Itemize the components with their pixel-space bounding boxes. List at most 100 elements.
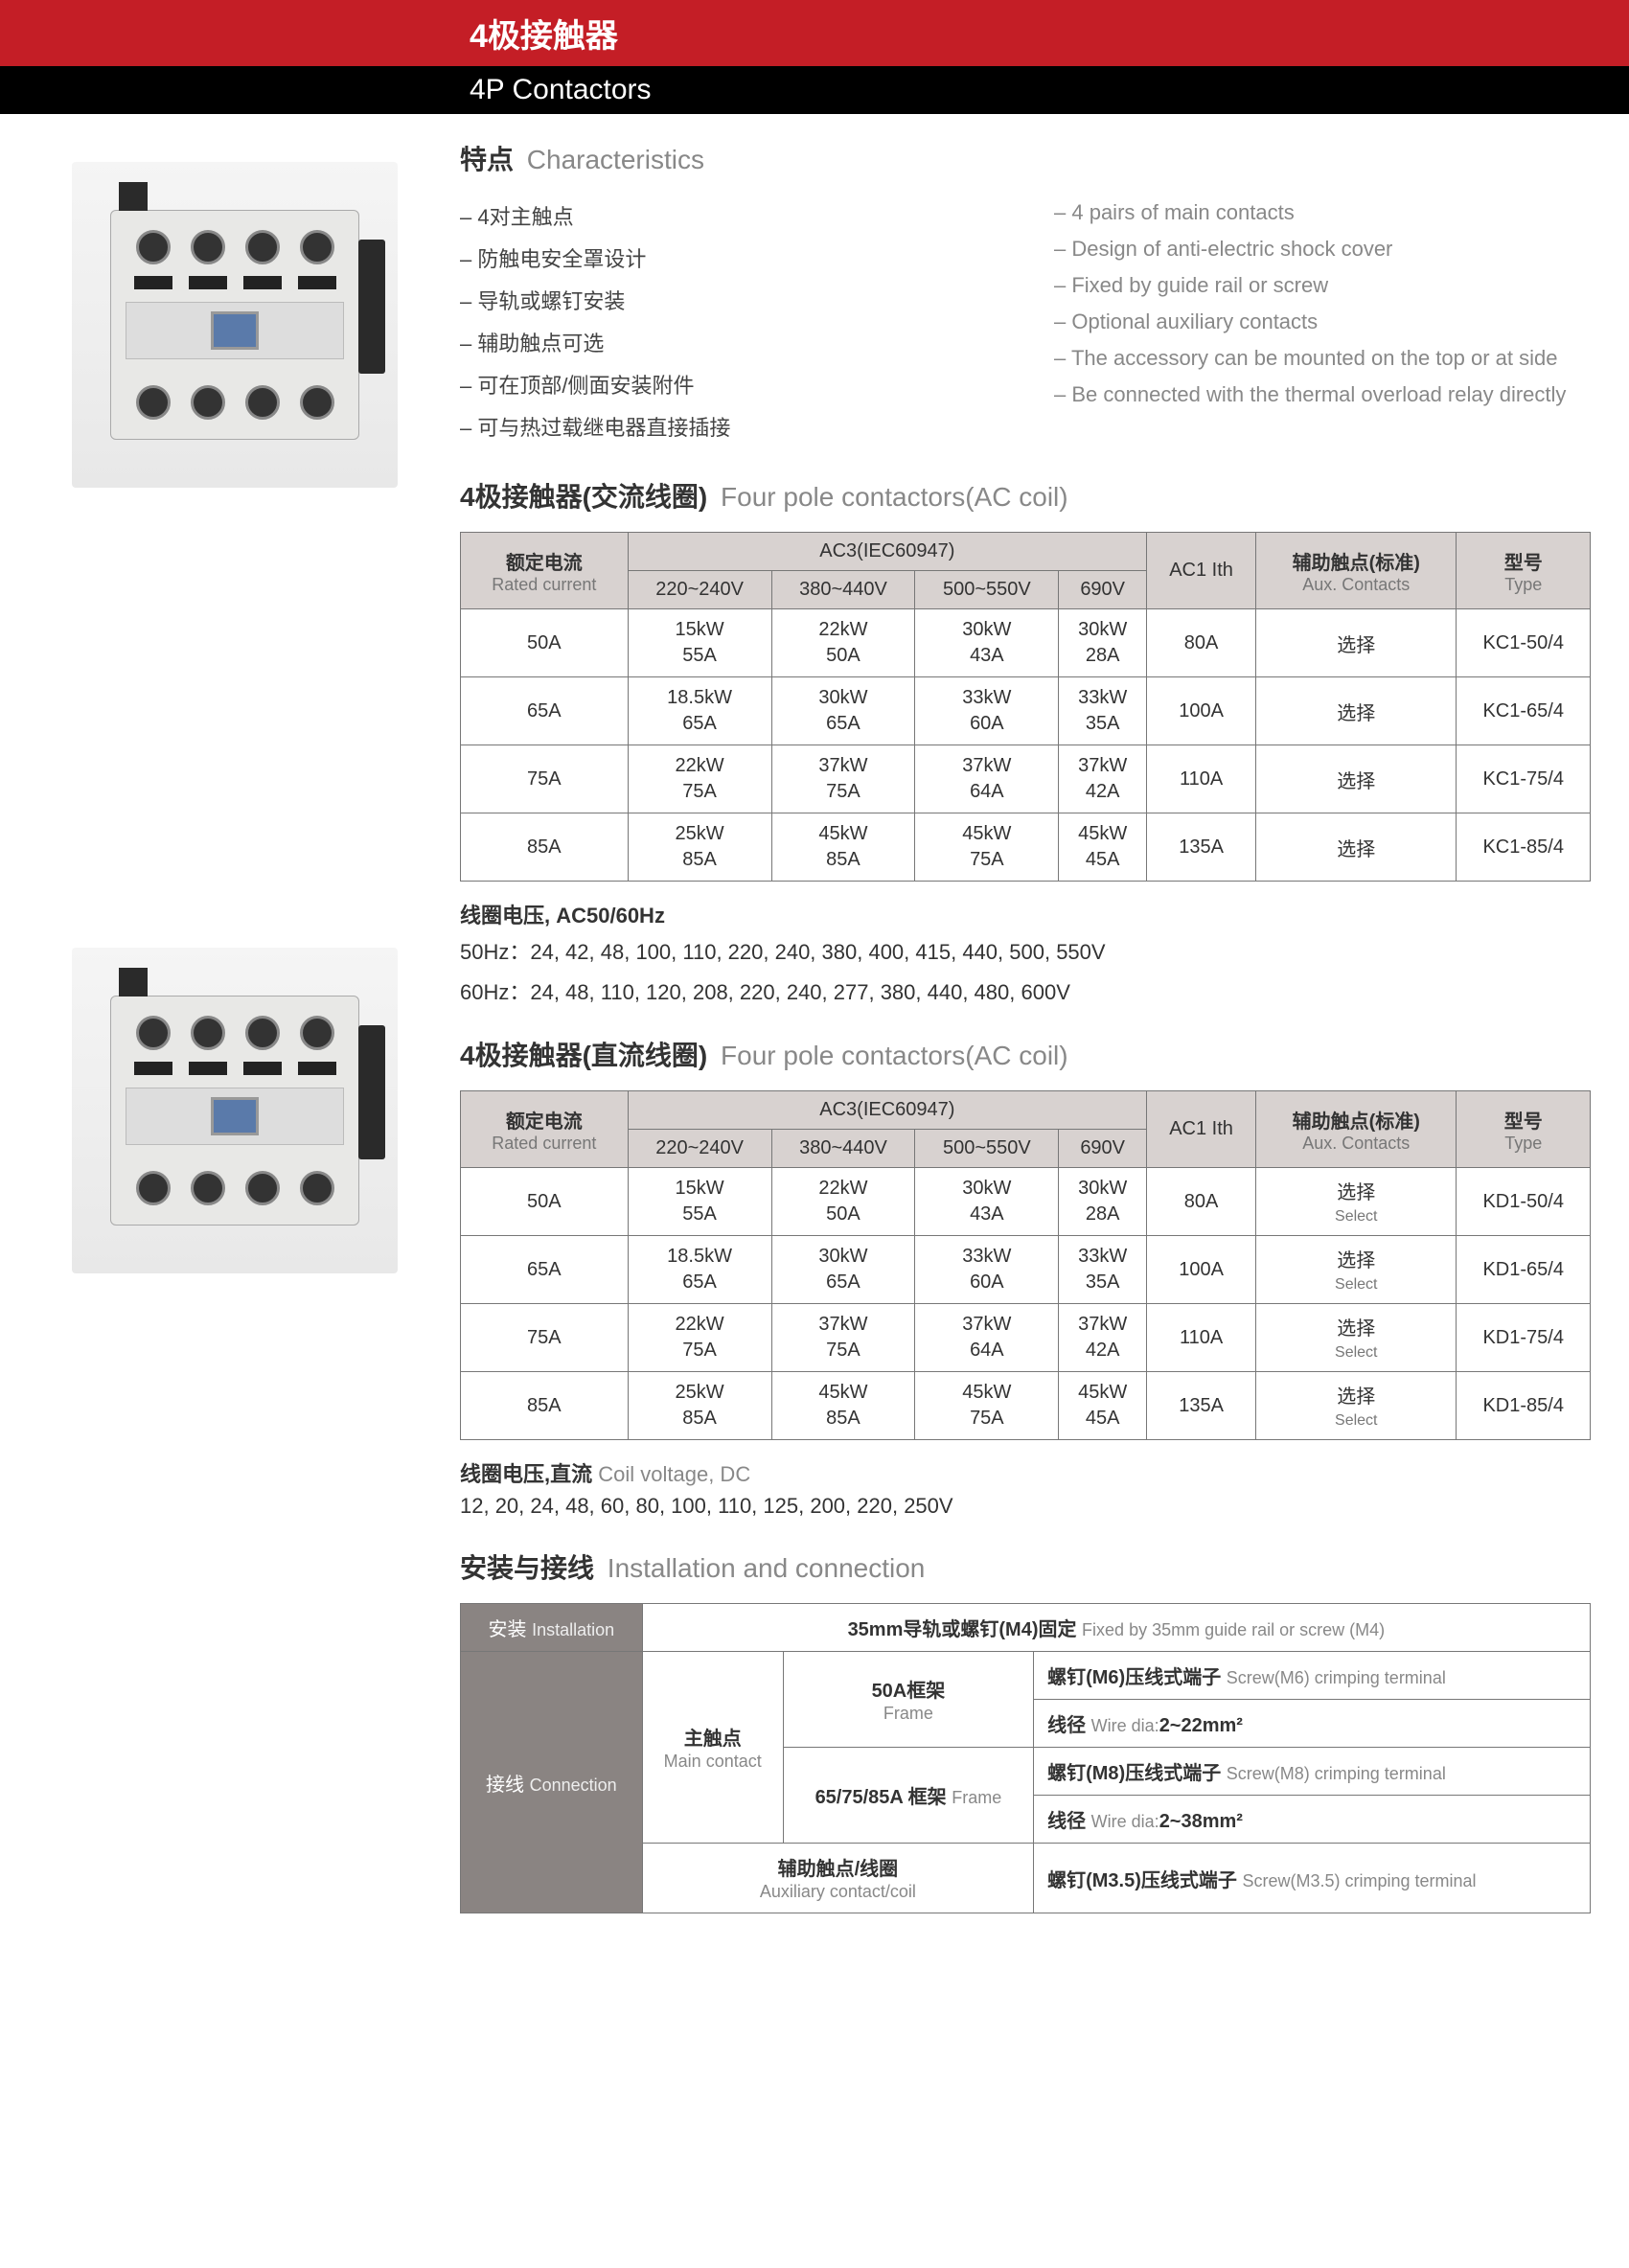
cell-ac1: 110A [1147,745,1256,813]
ac-spec-table: 额定电流Rated current AC3(IEC60947) AC1 Ith … [460,532,1591,882]
th-install: 安装 Installation [461,1604,643,1652]
cell-v3: 33kW60A [915,677,1059,745]
cell-v4: 30kW28A [1059,1168,1147,1236]
ac-title-en: Four pole contactors(AC coil) [721,482,1068,512]
cell-type: KC1-65/4 [1457,677,1591,745]
cell-v3: 45kW75A [915,1372,1059,1440]
right-column: 特点 Characteristics 4对主触点防触电安全罩设计导轨或螺钉安装辅… [431,133,1591,1913]
char-item: Design of anti-electric shock cover [1054,231,1591,267]
row-wire-22: 线径 Wire dia:2~22mm² [1034,1700,1591,1748]
cell-ac1: 100A [1147,677,1256,745]
cell-ac1: 110A [1147,1304,1256,1372]
char-item: Optional auxiliary contacts [1054,304,1591,340]
cell-type: KC1-50/4 [1457,609,1591,677]
install-val: 35mm导轨或螺钉(M4)固定 Fixed by 35mm guide rail… [642,1604,1590,1652]
cell-v4: 37kW42A [1059,1304,1147,1372]
cell-rated: 85A [461,1372,629,1440]
cell-v1: 15kW55A [628,1168,771,1236]
cell-v2: 45kW85A [771,1372,915,1440]
cell-v3: 45kW75A [915,813,1059,882]
cell-v3: 30kW43A [915,1168,1059,1236]
cell-ac1: 100A [1147,1236,1256,1304]
frame-50: 50A框架Frame [783,1652,1033,1748]
cell-v1: 18.5kW65A [628,677,771,745]
title-cn: 4极接触器 [470,18,618,55]
main-contact: 主触点Main contact [642,1652,783,1844]
install-table: 安装 Installation 35mm导轨或螺钉(M4)固定 Fixed by… [460,1603,1591,1913]
char-title-cn: 特点 [460,145,514,174]
cell-ac1: 135A [1147,813,1256,882]
cell-type: KD1-65/4 [1457,1236,1591,1304]
th-type: 型号Type [1457,533,1591,609]
th-ac1: AC1 Ith [1147,533,1256,609]
dc-title-cn: 4极接触器(直流线圈) [460,1041,707,1070]
cell-v3: 30kW43A [915,609,1059,677]
cell-ac1: 80A [1147,1168,1256,1236]
cell-v4: 37kW42A [1059,745,1147,813]
dc-spec-table: 额定电流Rated current AC3(IEC60947) AC1 Ith … [460,1090,1591,1440]
contactor-icon [110,210,359,440]
th-v1: 220~240V [628,1130,771,1168]
cell-v4: 45kW45A [1059,813,1147,882]
ac-coil-label: 线圈电压, AC50/60Hz [460,899,1591,929]
cell-type: KD1-75/4 [1457,1304,1591,1372]
cell-v1: 18.5kW65A [628,1236,771,1304]
ac-coil-50: 50Hz：24, 42, 48, 100, 110, 220, 240, 380… [460,935,1591,966]
cell-aux: 选择 [1256,677,1457,745]
char-list-en: 4 pairs of main contactsDesign of anti-e… [1054,195,1591,447]
char-item: 可与热过载继电器直接插接 [460,405,997,447]
product-image-1 [72,162,398,488]
table-row: 75A22kW75A37kW75A37kW64A37kW42A110A选择KC1… [461,745,1591,813]
row-m6: 螺钉(M6)压线式端子 Screw(M6) crimping terminal [1034,1652,1591,1700]
dc-table-title: 4极接触器(直流线圈) Four pole contactors(AC coil… [460,1035,1591,1073]
cell-rated: 50A [461,1168,629,1236]
cell-type: KD1-85/4 [1457,1372,1591,1440]
dc-title-en: Four pole contactors(AC coil) [721,1041,1068,1070]
cell-ac1: 80A [1147,609,1256,677]
th-v2: 380~440V [771,1130,915,1168]
char-title-en: Characteristics [527,145,704,174]
th-v3: 500~550V [915,1130,1059,1168]
cell-v1: 22kW75A [628,1304,771,1372]
th-type: 型号Type [1457,1091,1591,1168]
row-m35: 螺钉(M3.5)压线式端子 Screw(M3.5) crimping termi… [1034,1844,1591,1913]
th-v4: 690V [1059,571,1147,609]
th-connection: 接线 Connection [461,1652,643,1913]
characteristics-list: 4对主触点防触电安全罩设计导轨或螺钉安装辅助触点可选可在顶部/侧面安装附件可与热… [460,195,1591,447]
cell-v4: 45kW45A [1059,1372,1147,1440]
table-row: 85A25kW85A45kW85A45kW75A45kW45A135A选择Sel… [461,1372,1591,1440]
aux-contact: 辅助触点/线圈Auxiliary contact/coil [642,1844,1033,1913]
banner-red: 4极接触器 [0,0,1629,66]
char-item: The accessory can be mounted on the top … [1054,340,1591,377]
main-content: 特点 Characteristics 4对主触点防触电安全罩设计导轨或螺钉安装辅… [0,114,1629,1952]
table-row: 50A15kW55A22kW50A30kW43A30kW28A80A选择KC1-… [461,609,1591,677]
cell-type: KD1-50/4 [1457,1168,1591,1236]
cell-v3: 33kW60A [915,1236,1059,1304]
cell-v1: 25kW85A [628,813,771,882]
char-item: 可在顶部/侧面安装附件 [460,363,997,405]
cell-aux: 选择Select [1256,1236,1457,1304]
char-item: 防触电安全罩设计 [460,237,997,279]
cell-ac1: 135A [1147,1372,1256,1440]
cell-aux: 选择Select [1256,1168,1457,1236]
char-list-cn: 4对主触点防触电安全罩设计导轨或螺钉安装辅助触点可选可在顶部/侧面安装附件可与热… [460,195,997,447]
table-row: 50A15kW55A22kW50A30kW43A30kW28A80A选择Sele… [461,1168,1591,1236]
th-v3: 500~550V [915,571,1059,609]
cell-rated: 75A [461,1304,629,1372]
th-v2: 380~440V [771,571,915,609]
th-rated: 额定电流Rated current [461,533,629,609]
ac-title-cn: 4极接触器(交流线圈) [460,482,707,512]
cell-v2: 37kW75A [771,1304,915,1372]
cell-v3: 37kW64A [915,1304,1059,1372]
cell-v2: 22kW50A [771,1168,915,1236]
cell-v4: 30kW28A [1059,609,1147,677]
char-item: 4对主触点 [460,195,997,237]
row-m8: 螺钉(M8)压线式端子 Screw(M8) crimping terminal [1034,1748,1591,1796]
cell-v4: 33kW35A [1059,1236,1147,1304]
cell-rated: 75A [461,745,629,813]
table-row: 75A22kW75A37kW75A37kW64A37kW42A110A选择Sel… [461,1304,1591,1372]
char-item: 导轨或螺钉安装 [460,279,997,321]
install-title-cn: 安装与接线 [460,1553,594,1583]
dc-coil-label: 线圈电压,直流 Coil voltage, DC [460,1457,1591,1488]
char-item: Be connected with the thermal overload r… [1054,377,1591,413]
